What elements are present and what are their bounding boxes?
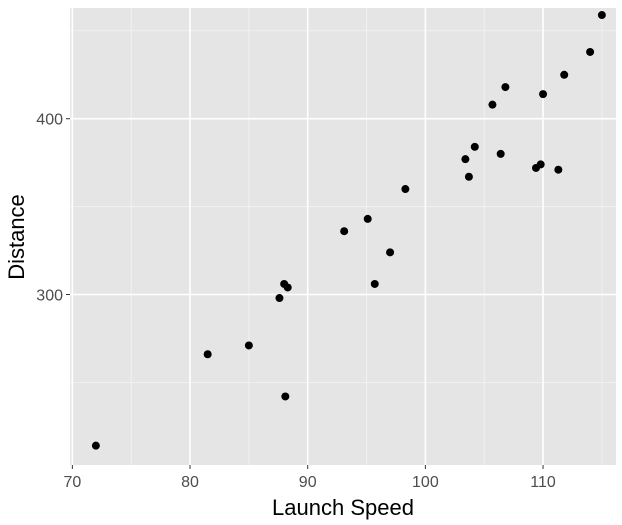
x-tick-label: 90 [299,474,317,491]
data-point [461,155,470,164]
data-point [501,83,510,92]
data-point [539,90,548,99]
data-point [370,279,379,288]
data-point [488,100,497,109]
x-tick-label: 70 [63,474,81,491]
y-tick-label: 300 [36,288,63,305]
data-point [203,350,212,359]
y-axis-ticks: 300 400 [36,112,70,305]
data-point [470,142,479,151]
data-point [586,47,595,56]
data-point [464,172,473,181]
x-tick-label: 80 [181,474,199,491]
data-point [554,165,563,174]
major-gridlines [70,8,616,465]
plot-panel [70,8,616,465]
data-points [91,11,606,450]
x-tick-label: 110 [530,474,556,491]
data-point [91,441,100,450]
data-point [536,160,545,169]
minor-gridlines [70,8,616,465]
y-axis-title: Distance [4,194,29,280]
data-point [275,294,284,303]
x-axis-ticks: 70 80 90 100 110 [63,465,556,491]
data-point [244,341,253,350]
data-point [597,11,606,20]
data-point [386,248,395,257]
x-axis-title: Launch Speed [272,495,414,520]
data-point [401,185,410,194]
data-point [283,283,292,292]
data-point [363,214,372,223]
data-point [281,392,290,401]
data-point [340,227,349,236]
data-point [496,149,505,158]
y-tick-label: 400 [36,112,63,129]
x-tick-label: 100 [412,474,439,491]
data-point [560,70,569,79]
